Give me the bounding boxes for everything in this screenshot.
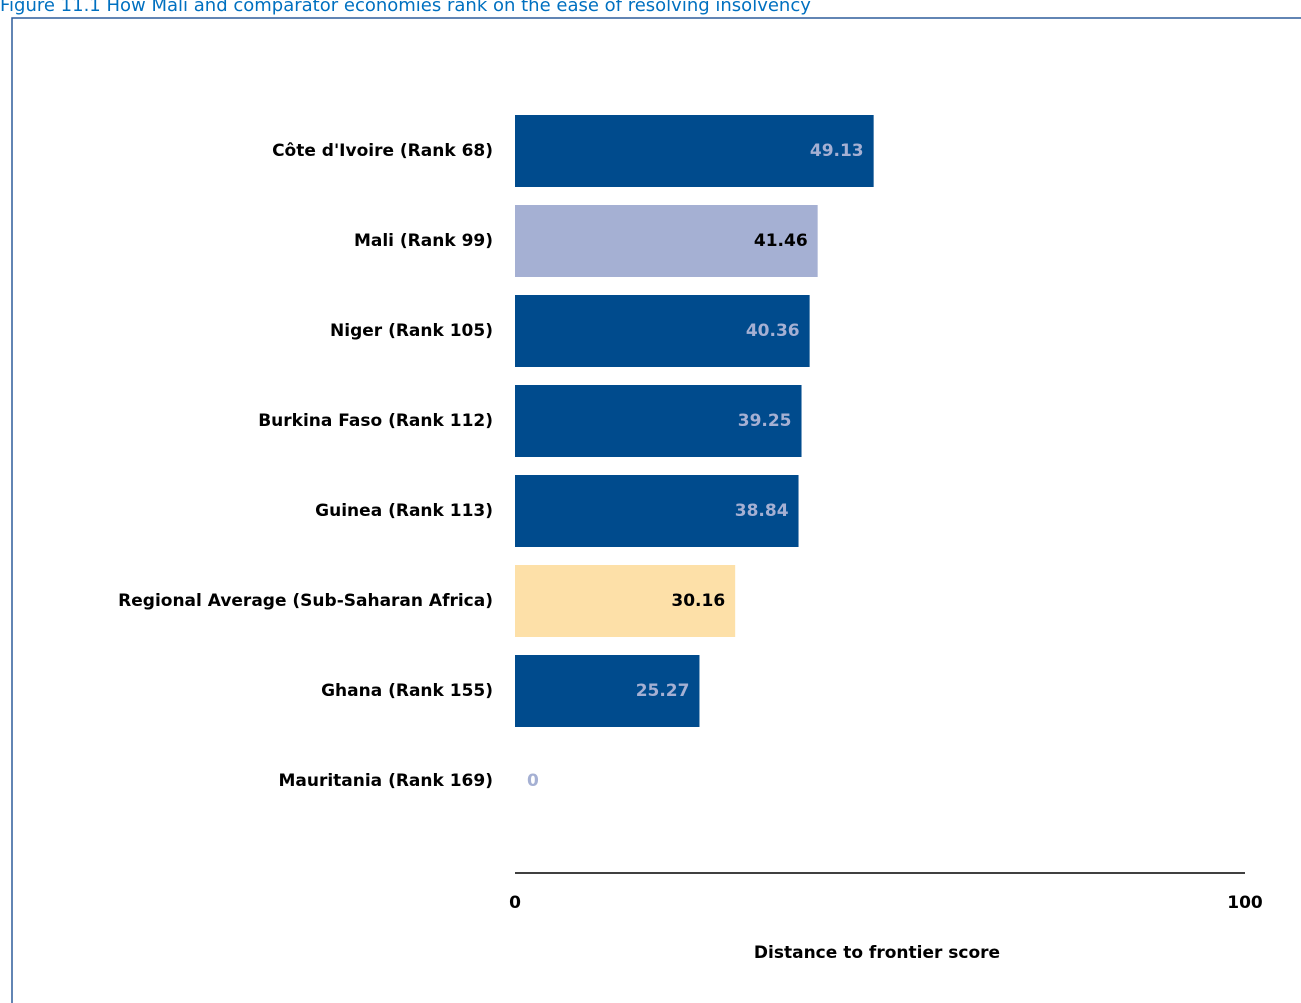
x-axis-label: Distance to frontier score (754, 943, 1000, 963)
value-label: 39.25 (738, 411, 792, 431)
bar (515, 475, 799, 547)
y-tick-label: Regional Average (Sub-Saharan Africa) (118, 591, 493, 611)
chart-title: Figure 11.1 How Mali and comparator econ… (0, 0, 811, 16)
value-label: 30.16 (671, 591, 725, 611)
bar (515, 385, 802, 457)
y-tick-label: Ghana (Rank 155) (321, 681, 493, 701)
y-tick-label: Burkina Faso (Rank 112) (258, 411, 493, 431)
bar (515, 565, 736, 637)
y-tick-label: Mauritania (Rank 169) (278, 771, 493, 791)
bar (515, 115, 874, 187)
value-label: 38.84 (735, 501, 789, 521)
y-tick-label: Niger (Rank 105) (330, 321, 493, 341)
value-label: 25.27 (636, 681, 690, 701)
bar (515, 205, 818, 277)
x-tick-label: 100 (1227, 893, 1263, 913)
bar (515, 655, 700, 727)
frame (11, 17, 1301, 1003)
y-tick-label: Guinea (Rank 113) (315, 501, 493, 521)
value-label: 0 (527, 771, 539, 791)
x-tick-label: 0 (509, 893, 521, 913)
y-tick-label: Mali (Rank 99) (354, 231, 493, 251)
bar (515, 295, 810, 367)
value-label: 49.13 (810, 141, 864, 161)
y-tick-label: Côte d'Ivoire (Rank 68) (272, 141, 493, 161)
value-label: 40.36 (746, 321, 800, 341)
value-label: 41.46 (754, 231, 808, 251)
